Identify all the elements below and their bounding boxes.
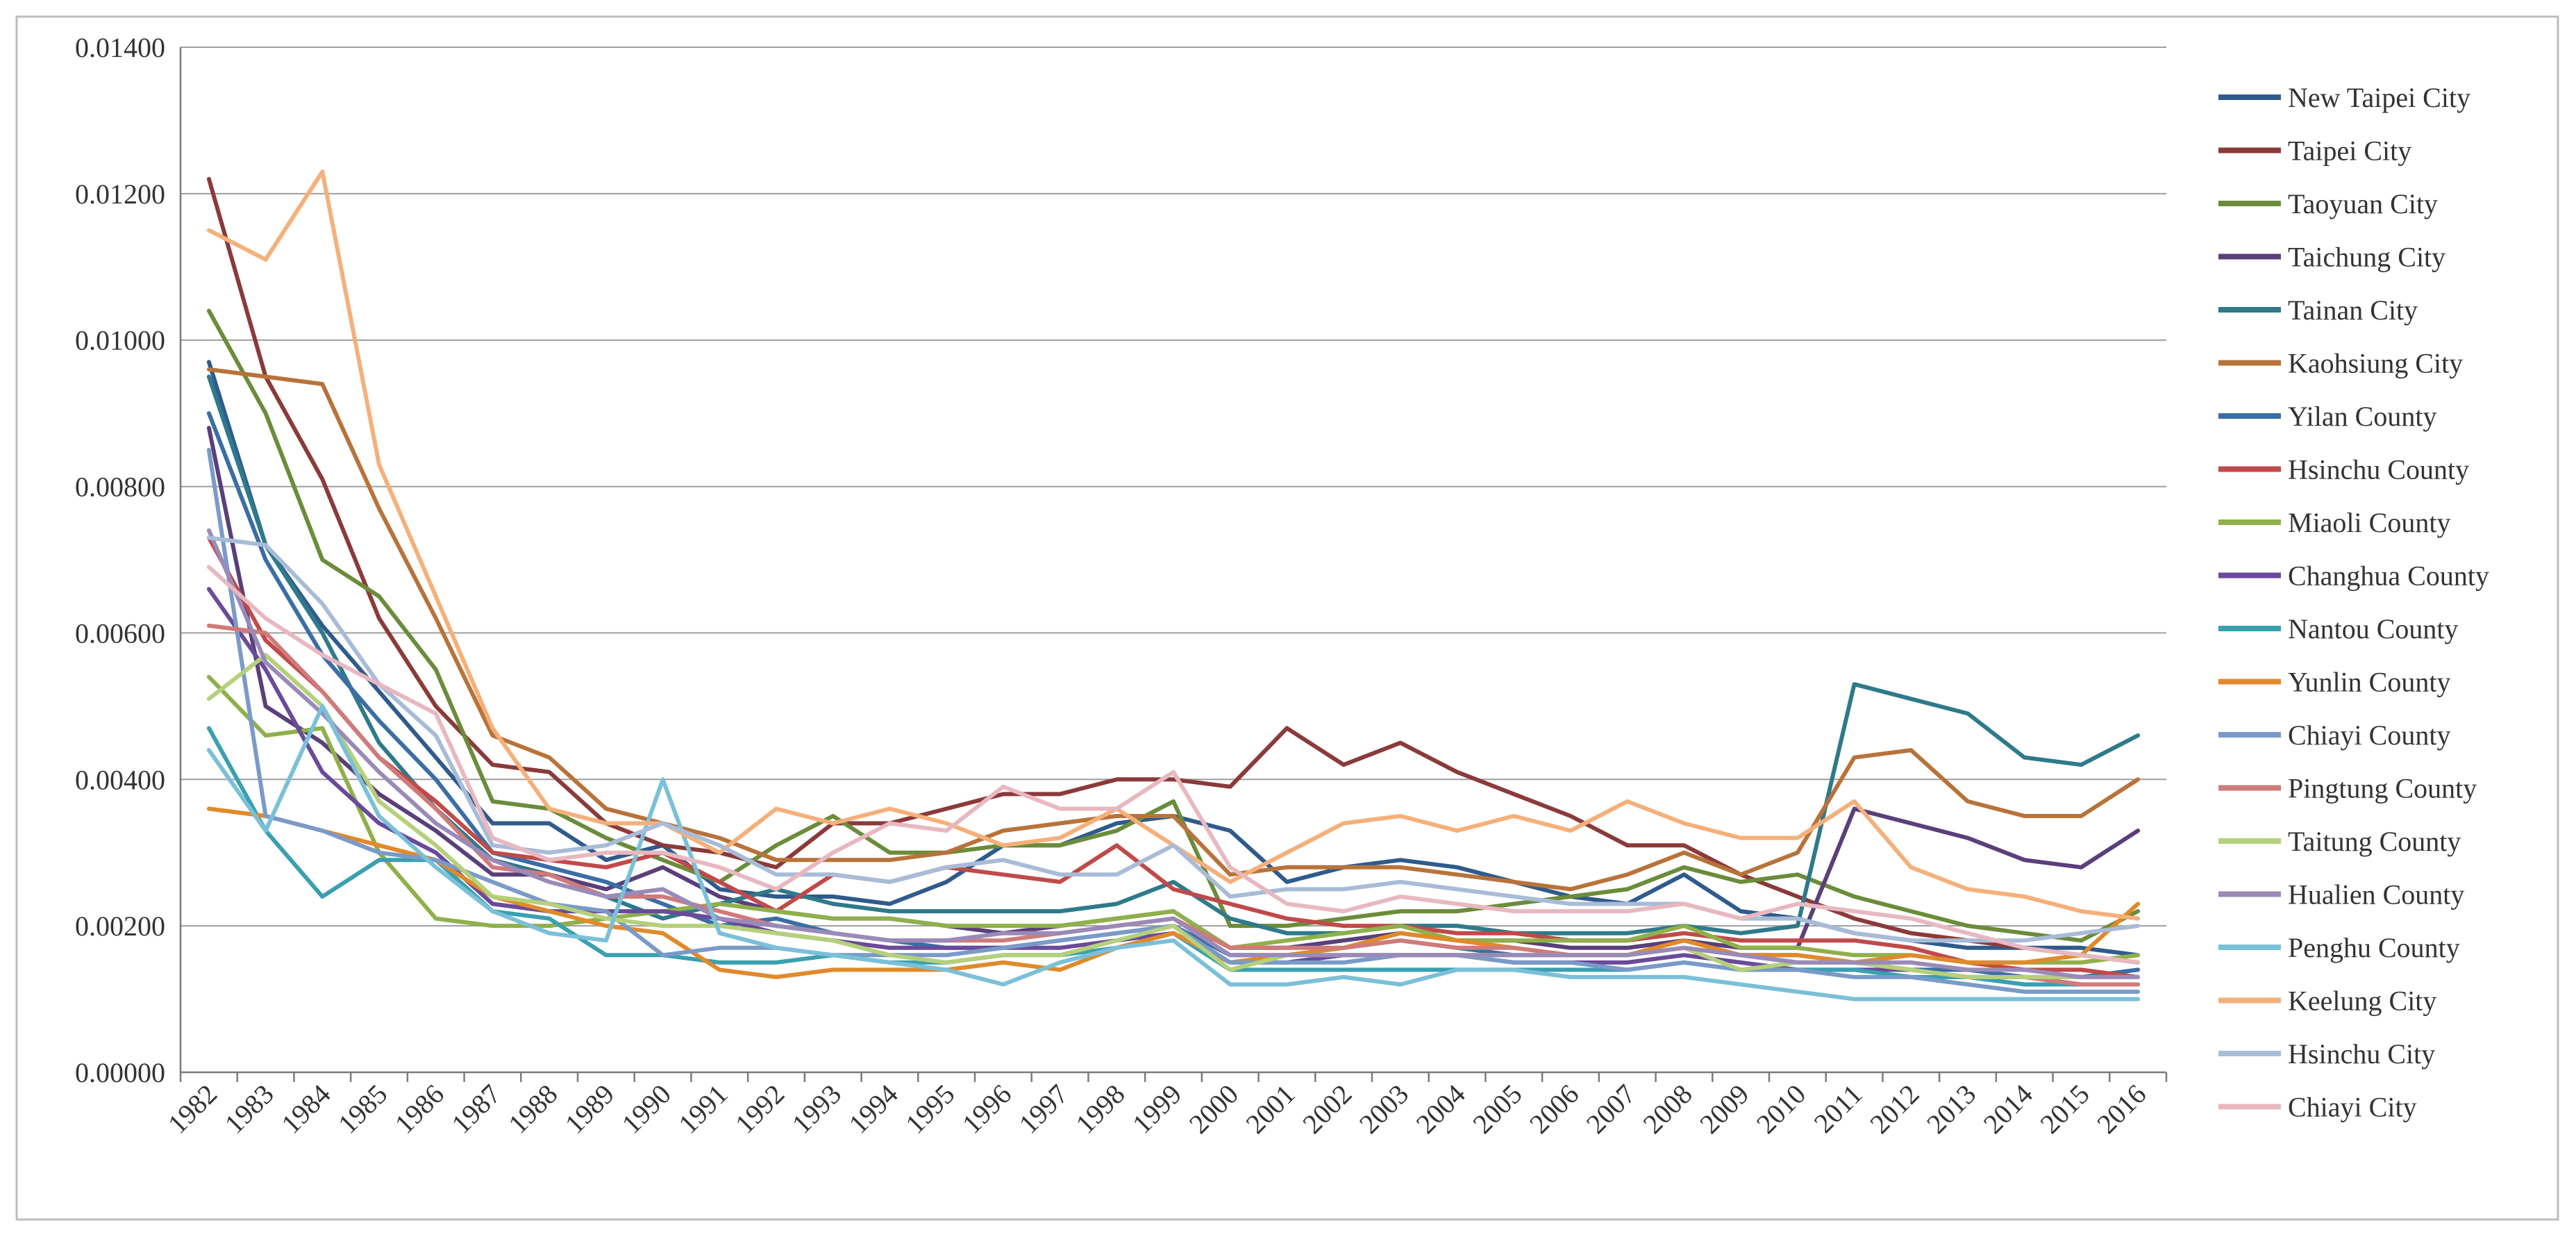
legend-label: Yunlin County: [2288, 667, 2450, 698]
legend-label: Taoyuan City: [2288, 188, 2438, 219]
legend-label: Kaohsiung City: [2288, 348, 2463, 379]
series-lines: [206, 169, 2141, 1001]
series-line-16: [206, 704, 2141, 1001]
legend-label: Changhua County: [2288, 560, 2489, 592]
legend-label: Keelung City: [2288, 985, 2436, 1017]
y-tick-label: 0.00000: [75, 1057, 165, 1088]
series-line-15: [206, 528, 2141, 979]
series-line-4: [206, 374, 2141, 935]
y-tick-label: 0.00600: [75, 617, 165, 649]
y-tick-label: 0.01200: [75, 178, 165, 210]
series-line-11: [206, 806, 2141, 979]
legend-label: Chiayi County: [2288, 719, 2450, 751]
series-line-18: [206, 535, 2141, 943]
y-tick-label: 0.01000: [75, 325, 165, 356]
legend-label: Taipei City: [2288, 135, 2411, 167]
legend-label: Penghu County: [2288, 932, 2460, 963]
axes: [179, 47, 2168, 1082]
legend-label: Pingtung County: [2288, 773, 2477, 804]
y-tick-label: 0.00800: [75, 472, 165, 503]
legend-label: New Taipei City: [2288, 82, 2470, 113]
legend: New Taipei City Taipei City Taoyuan City Ta…: [2218, 82, 2489, 1123]
series-line-5: [206, 367, 2141, 892]
legend-label: Taitung County: [2288, 826, 2461, 857]
series-line-2: [206, 308, 2141, 943]
legend-label: Chiayi City: [2288, 1092, 2417, 1123]
legend-label: Hsinchu City: [2288, 1038, 2435, 1070]
legend-label: Yilan County: [2288, 401, 2436, 432]
legend-label: Hsinchu County: [2288, 454, 2469, 485]
series-line-19: [206, 565, 2141, 965]
series-line-7: [206, 535, 2141, 979]
y-axis-tick-labels: 0.00000 0.00200 0.00400 0.00600 0.00800 0.010…: [75, 32, 165, 1088]
legend-label: Miaoli County: [2288, 507, 2450, 538]
chart-border: [15, 15, 2559, 1221]
y-tick-label: 0.00400: [75, 764, 165, 795]
legend-label: Taichung City: [2288, 242, 2445, 273]
legend-label: Hualien County: [2288, 879, 2464, 910]
legend-label: Tainan City: [2288, 294, 2418, 326]
y-tick-label: 0.01400: [75, 32, 165, 63]
y-tick-label: 0.00200: [75, 910, 165, 942]
legend-label: Nantou County: [2288, 613, 2459, 644]
